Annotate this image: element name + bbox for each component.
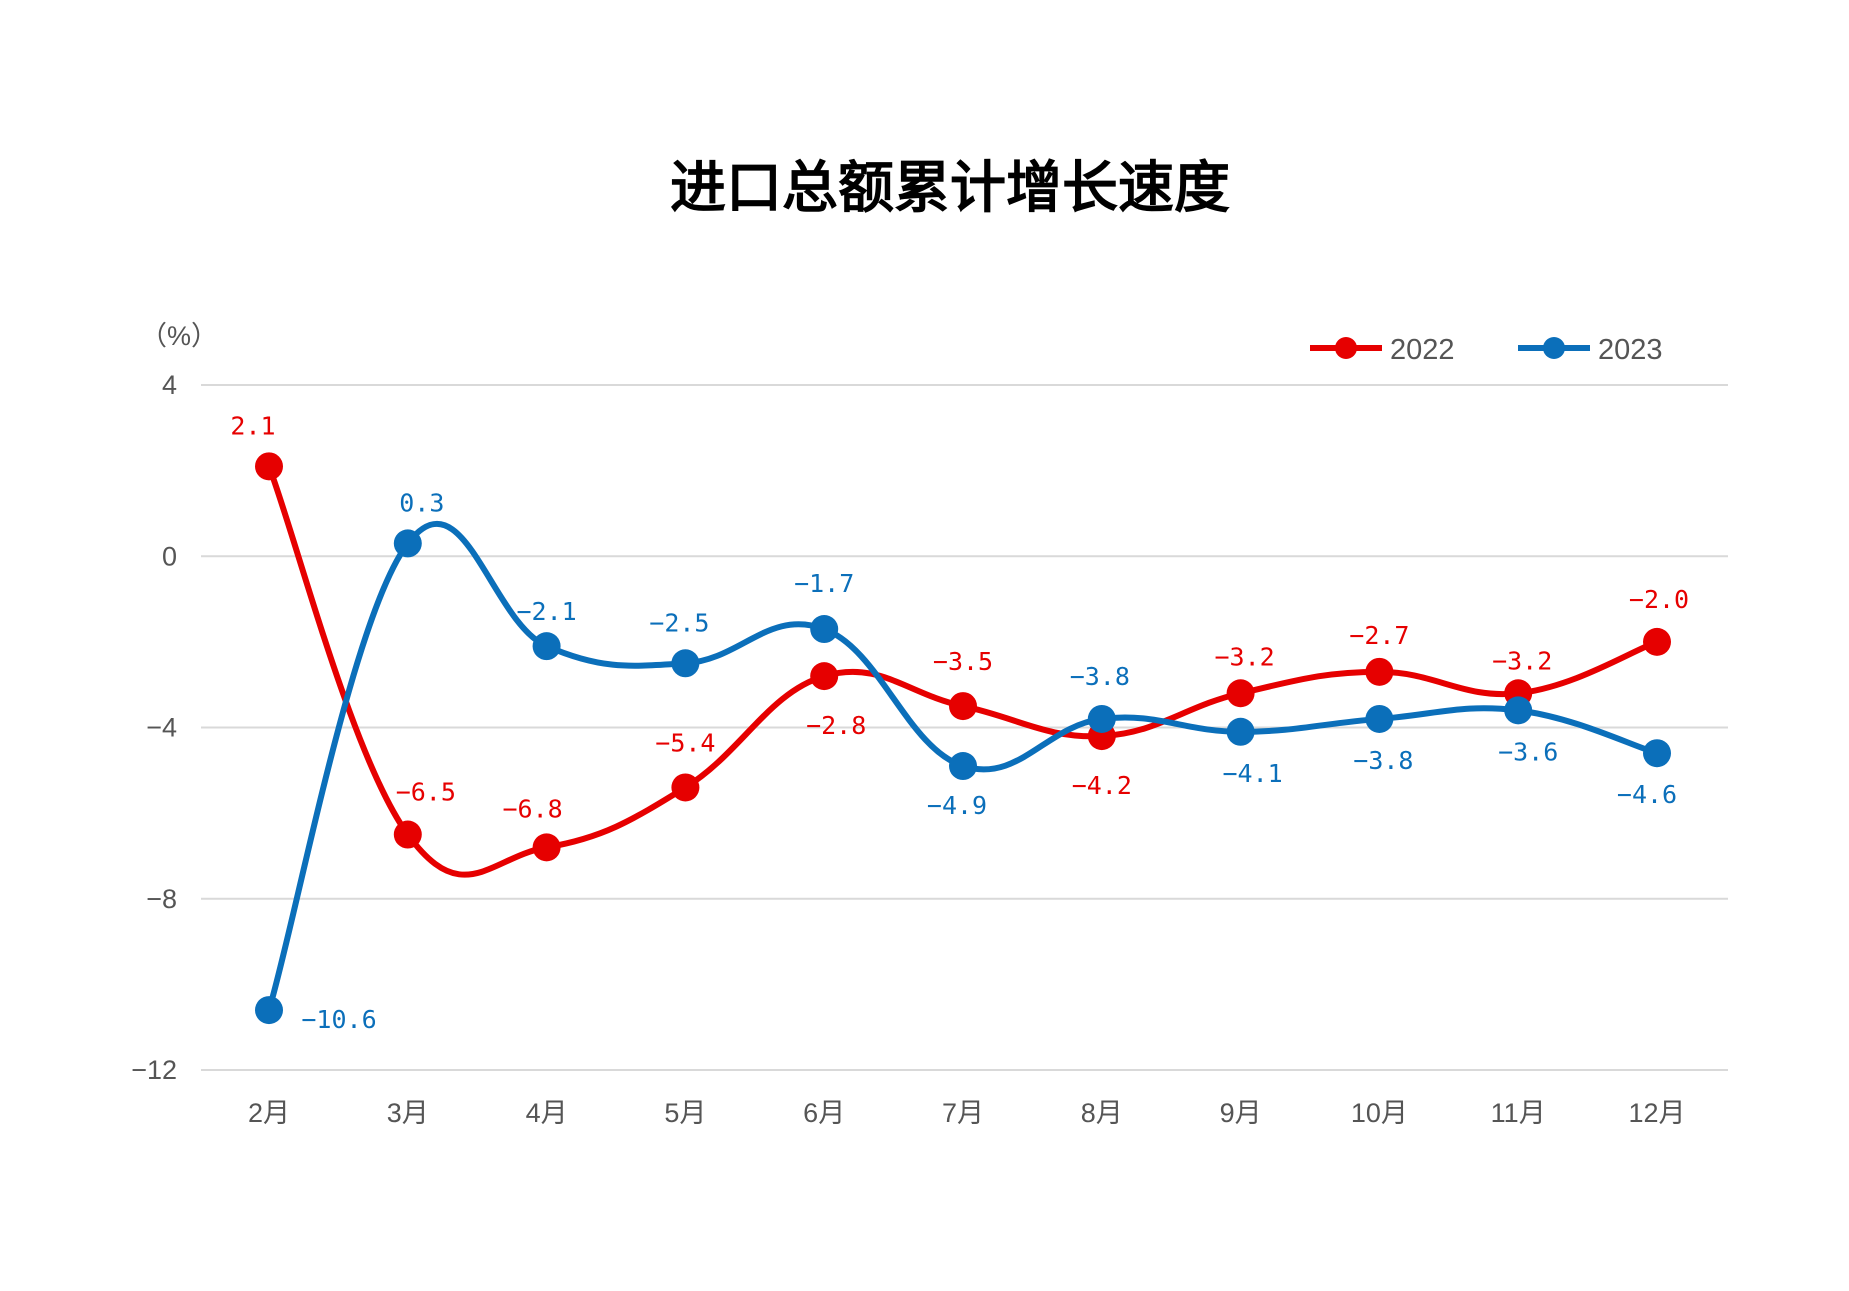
- legend-label: 2022: [1390, 334, 1455, 366]
- data-point-2022: [810, 662, 839, 691]
- x-tick-label: 6月: [803, 1098, 845, 1128]
- data-point-2022: [949, 692, 977, 721]
- data-label-2023: −3.8: [1353, 746, 1413, 775]
- data-label-2023: −4.1: [1222, 759, 1282, 788]
- data-label-2022: −5.4: [655, 728, 715, 757]
- y-tick-label: −4: [146, 713, 177, 743]
- data-label-2023: −3.6: [1498, 737, 1558, 766]
- data-label-2023: −2.5: [649, 608, 709, 637]
- legend-marker: [1335, 337, 1357, 359]
- data-label-2023: −4.9: [927, 791, 987, 820]
- data-point-2023: [393, 529, 422, 558]
- x-tick-label: 3月: [387, 1098, 429, 1128]
- series-line-2022: [266, 465, 1659, 878]
- x-tick-label: 9月: [1220, 1098, 1262, 1128]
- data-point-2022: [1365, 657, 1394, 686]
- y-axis-unit: （%）: [140, 321, 218, 351]
- x-tick-label: 11月: [1491, 1098, 1546, 1128]
- data-label-2023: −2.1: [516, 597, 576, 626]
- data-label-2023: −3.8: [1070, 662, 1130, 691]
- data-point-2022: [1226, 679, 1255, 708]
- x-tick-label: 7月: [942, 1098, 984, 1128]
- x-tick-label: 4月: [526, 1098, 568, 1128]
- data-label-2022: −6.8: [502, 794, 562, 823]
- data-point-2023: [1643, 739, 1671, 768]
- x-tick-label: 5月: [664, 1098, 706, 1128]
- data-label-2022: −2.0: [1629, 585, 1689, 614]
- data-point-2022: [255, 452, 283, 481]
- data-point-2023: [810, 615, 839, 644]
- data-label-2022: −2.8: [806, 711, 866, 740]
- y-tick-label: −12: [131, 1055, 177, 1085]
- data-point-2022: [393, 820, 422, 849]
- data-label-2023: −10.6: [301, 1005, 376, 1034]
- data-label-2022: −2.7: [1349, 621, 1409, 650]
- data-label-2022: −4.2: [1072, 771, 1132, 800]
- data-point-2022: [671, 773, 700, 802]
- chart-title: 进口总额累计增长速度: [670, 156, 1230, 221]
- data-point-2023: [532, 632, 561, 661]
- data-point-2023: [1504, 696, 1533, 725]
- data-label-2023: −4.6: [1617, 780, 1677, 809]
- x-tick-label: 12月: [1628, 1098, 1685, 1128]
- y-tick-label: 4: [162, 370, 177, 400]
- legend-marker: [1543, 337, 1565, 359]
- data-point-2023: [1226, 717, 1255, 746]
- y-tick-label: 0: [162, 541, 177, 571]
- data-label-2022: 2.1: [230, 411, 275, 440]
- y-tick-label: −8: [146, 884, 177, 914]
- data-point-2022: [532, 833, 561, 862]
- data-point-2023: [1087, 704, 1116, 733]
- data-label-2022: −6.5: [396, 778, 456, 807]
- x-tick-label: 2月: [248, 1098, 290, 1128]
- data-point-2023: [949, 752, 977, 781]
- data-label-2023: −1.7: [794, 569, 854, 598]
- data-point-2023: [671, 649, 700, 678]
- legend-label: 2023: [1598, 334, 1663, 366]
- data-point-2023: [1365, 704, 1394, 733]
- data-label-2022: −3.2: [1214, 642, 1274, 671]
- data-label-2022: −3.5: [933, 647, 993, 676]
- data-label-2023: 0.3: [399, 488, 444, 517]
- data-label-2022: −3.2: [1492, 646, 1552, 675]
- x-tick-label: 8月: [1081, 1098, 1123, 1128]
- data-point-2022: [1643, 627, 1671, 656]
- data-point-2023: [255, 996, 283, 1025]
- x-tick-label: 10月: [1351, 1098, 1408, 1128]
